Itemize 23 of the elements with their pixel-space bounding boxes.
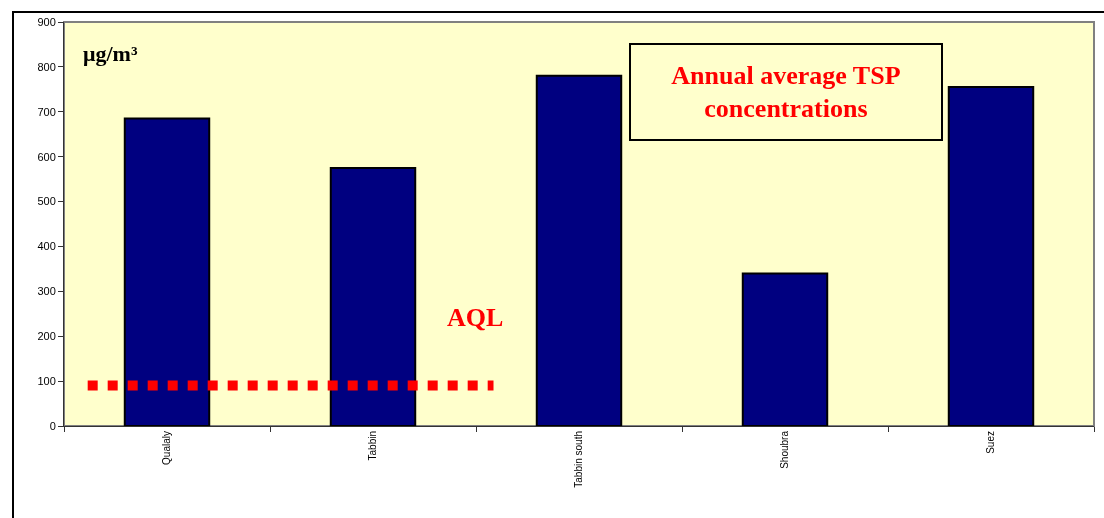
y-tick-label: 100	[37, 374, 56, 387]
y-tick-label: 500	[37, 195, 56, 208]
ref-line-label: AQL	[447, 303, 504, 332]
y-tick-label: 300	[37, 285, 56, 298]
x-tick-label: Qualaly	[161, 431, 173, 465]
bar	[947, 86, 1035, 426]
bar	[123, 117, 211, 426]
y-tick-label: 900	[37, 15, 56, 28]
text: Annual average TSP concentrations	[671, 60, 901, 124]
x-tick-label: Tabbin	[367, 431, 379, 461]
y-tick-label: 600	[37, 150, 56, 163]
y-tick-label: 400	[37, 240, 56, 253]
x-tick-label: Tabbin south	[573, 431, 585, 488]
y-tick-label: 700	[37, 105, 56, 118]
bar	[329, 166, 417, 426]
y-tick-label: 0	[49, 419, 56, 432]
x-tick-label: Shoubra	[779, 430, 791, 469]
y-tick-label: 200	[37, 330, 56, 343]
bar	[741, 272, 829, 426]
x-tick-label: Suez	[985, 431, 997, 454]
y-tick-label: 800	[37, 60, 56, 73]
bar	[535, 74, 623, 426]
y-axis-title: μg/m³	[83, 41, 138, 66]
